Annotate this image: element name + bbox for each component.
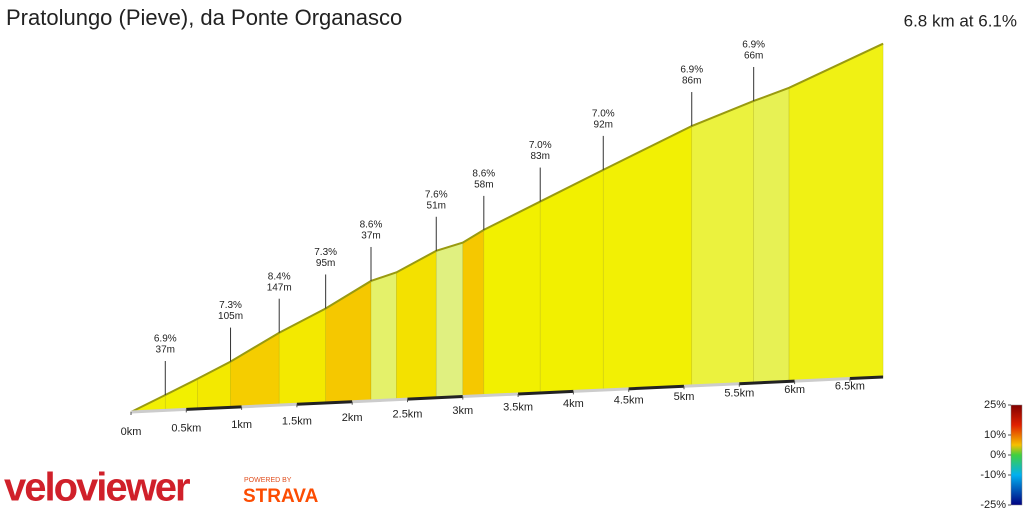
base-axis bbox=[683, 382, 740, 388]
annotation-length: 95m bbox=[316, 258, 335, 269]
base-axis bbox=[296, 400, 353, 406]
x-tick-label: 4km bbox=[563, 398, 584, 410]
annotation-gradient: 8.6% bbox=[360, 220, 383, 231]
x-tick-label: 6km bbox=[784, 384, 805, 396]
base-axis bbox=[794, 377, 850, 383]
base-axis bbox=[628, 384, 685, 391]
base-axis bbox=[130, 407, 187, 414]
color-scale-label: -25% bbox=[980, 499, 1006, 511]
base-axis bbox=[407, 395, 463, 401]
x-tick-label: 5km bbox=[674, 391, 695, 403]
profile-segment bbox=[370, 271, 397, 402]
annotation-gradient: 7.6% bbox=[425, 189, 448, 200]
color-scale-label: -10% bbox=[980, 469, 1006, 481]
base-axis bbox=[573, 387, 629, 393]
x-tick-label: 2.5km bbox=[393, 408, 423, 420]
base-axis bbox=[462, 392, 519, 399]
chart-title: Pratolungo (Pieve), da Ponte Organasco bbox=[6, 5, 402, 30]
annotation-length: 37m bbox=[361, 231, 380, 242]
annotation-gradient: 8.4% bbox=[268, 271, 291, 282]
x-tick-label: 3km bbox=[452, 405, 473, 417]
annotation-gradient: 7.3% bbox=[314, 247, 337, 258]
color-scale-bar bbox=[1010, 404, 1023, 506]
powered-by: POWERED BY bbox=[244, 477, 292, 484]
base-axis bbox=[241, 402, 297, 409]
annotation-length: 83m bbox=[530, 151, 549, 162]
annotation-gradient: 8.6% bbox=[472, 169, 495, 180]
profile-segment bbox=[539, 169, 604, 394]
profile-segment bbox=[197, 361, 231, 410]
profile-segment bbox=[691, 100, 754, 387]
profile-segment bbox=[602, 125, 693, 391]
chart-subtitle: 6.8 km at 6.1% bbox=[904, 11, 1017, 30]
annotation-gradient: 6.9% bbox=[154, 334, 177, 345]
x-tick-label: 1km bbox=[231, 419, 252, 431]
base-axis bbox=[739, 379, 795, 386]
profile-segment bbox=[164, 378, 198, 411]
annotation-length: 37m bbox=[156, 345, 175, 356]
annotation-length: 66m bbox=[744, 51, 763, 62]
strava: STRAVA bbox=[243, 486, 319, 507]
logo-text: veloviewer bbox=[4, 466, 190, 510]
annotation-length: 92m bbox=[594, 120, 613, 131]
x-tick-label: 1.5km bbox=[282, 415, 312, 427]
x-tick-label: 6.5km bbox=[835, 380, 865, 392]
annotation-gradient: 7.0% bbox=[592, 109, 615, 120]
color-scale-label: 0% bbox=[990, 449, 1006, 461]
color-scale-label: 10% bbox=[984, 429, 1006, 441]
x-tick-label: 3.5km bbox=[503, 401, 533, 413]
x-tick-label: 0.5km bbox=[171, 422, 201, 434]
base-axis bbox=[849, 375, 884, 381]
base-axis bbox=[518, 389, 574, 396]
annotation-length: 58m bbox=[474, 180, 493, 191]
profile-segment bbox=[435, 242, 464, 399]
annotation-length: 86m bbox=[682, 76, 701, 87]
profile-segment bbox=[325, 280, 372, 404]
annotation-length: 105m bbox=[218, 311, 243, 322]
logo: veloviewer POWERED BY STRAVA bbox=[4, 466, 319, 510]
x-tick-label: 4.5km bbox=[614, 394, 644, 406]
x-tick-label: 5.5km bbox=[724, 387, 754, 399]
profile-segment bbox=[483, 201, 541, 396]
annotation-gradient: 6.9% bbox=[680, 65, 703, 76]
x-tick-label: 0km bbox=[121, 426, 142, 438]
base-axis bbox=[186, 405, 242, 411]
profile-segment bbox=[753, 87, 790, 384]
base-axis bbox=[352, 397, 408, 404]
profile-segment bbox=[788, 43, 884, 382]
profile-segment bbox=[396, 250, 437, 400]
annotation-length: 147m bbox=[267, 282, 292, 293]
annotation-gradient: 7.0% bbox=[529, 140, 552, 151]
profile-segment bbox=[278, 307, 326, 406]
annotation-gradient: 6.9% bbox=[742, 40, 765, 51]
profile-segment bbox=[462, 229, 485, 397]
x-tick-label: 2km bbox=[342, 412, 363, 424]
color-scale-label: 25% bbox=[984, 399, 1006, 411]
annotation-gradient: 7.3% bbox=[219, 300, 242, 311]
profile-segment bbox=[230, 332, 280, 408]
annotation-length: 51m bbox=[427, 200, 446, 211]
